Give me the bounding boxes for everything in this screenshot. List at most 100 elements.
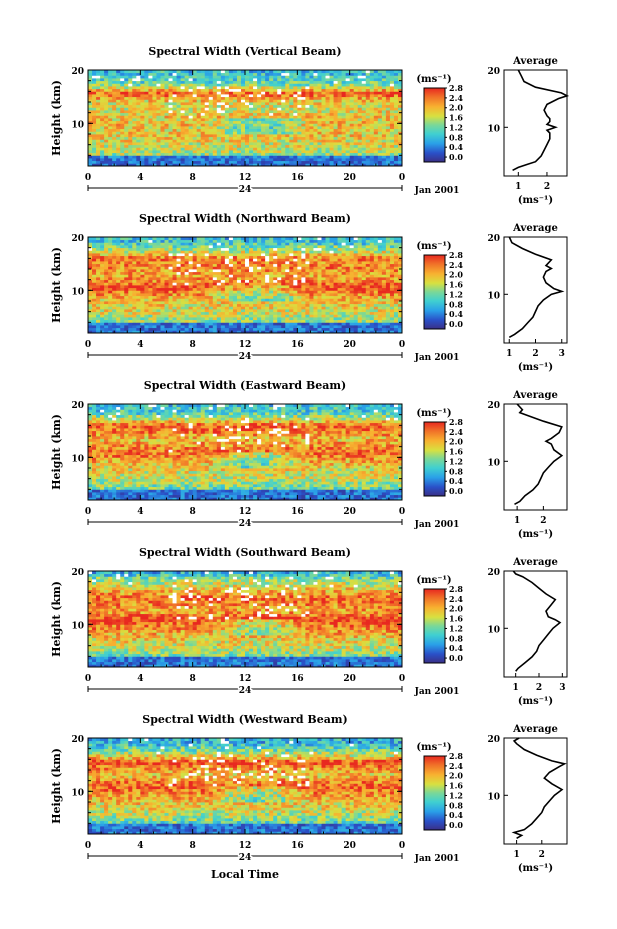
- heatmap-cell: [365, 147, 371, 151]
- heatmap-cell: [317, 274, 322, 278]
- heatmap-cell: [240, 72, 246, 76]
- heatmap-cell: [345, 150, 351, 154]
- heatmap-cell: [164, 78, 169, 82]
- heatmap-cell: [156, 330, 161, 334]
- heatmap-cell: [152, 317, 157, 321]
- heatmap-cell: [168, 322, 173, 326]
- heatmap-cell: [140, 88, 145, 92]
- heatmap-cell: [224, 152, 230, 156]
- heatmap-cell: [345, 99, 351, 103]
- heatmap-cell: [220, 266, 226, 270]
- heatmap-cell: [353, 158, 359, 162]
- heatmap-cell: [277, 96, 282, 100]
- heatmap-cell: [120, 261, 125, 265]
- heatmap-cell: [389, 303, 395, 307]
- heatmap-cell: [245, 327, 250, 331]
- heatmap-cell: [220, 88, 226, 92]
- heatmap-cell: [204, 131, 210, 135]
- heatmap-cell: [277, 147, 282, 151]
- heatmap-cell: [341, 134, 347, 138]
- heatmap-cell: [176, 279, 181, 283]
- heatmap-cell: [184, 325, 190, 329]
- heatmap-cell: [132, 155, 137, 159]
- heatmap-cell: [257, 158, 262, 162]
- heatmap-cell: [305, 142, 310, 146]
- heatmap-cell: [160, 83, 165, 87]
- heatmap-cell: [377, 322, 383, 326]
- heatmap-cell: [333, 155, 338, 159]
- heatmap-cell: [349, 88, 355, 92]
- heatmap-cell: [381, 88, 387, 92]
- heatmap-cell: [172, 118, 177, 122]
- heatmap-cell: [196, 152, 202, 156]
- heatmap-cell: [120, 134, 125, 138]
- heatmap-cell: [265, 115, 270, 119]
- heatmap-cell: [112, 118, 117, 122]
- heatmap-cell: [132, 298, 137, 302]
- heatmap-cell: [112, 86, 117, 90]
- heatmap-cell: [277, 271, 282, 275]
- heatmap-cell: [172, 72, 177, 76]
- heatmap-cell: [337, 102, 343, 106]
- heatmap-cell: [289, 91, 294, 95]
- heatmap-cell: [305, 110, 310, 114]
- heatmap-cell: [301, 123, 306, 127]
- heatmap-cell: [160, 128, 165, 132]
- heatmap-cell: [257, 134, 262, 138]
- heatmap-cell: [92, 325, 97, 329]
- heatmap-cell: [148, 88, 153, 92]
- heatmap-cell: [389, 155, 395, 159]
- heatmap-cell: [249, 142, 254, 146]
- heatmap-cell: [96, 285, 101, 289]
- heatmap-cell: [361, 96, 367, 100]
- heatmap-cell: [249, 293, 254, 297]
- heatmap-cell: [136, 314, 141, 318]
- heatmap-cell: [216, 266, 222, 270]
- heatmap-cell: [345, 83, 351, 87]
- heatmap-cell: [373, 88, 379, 92]
- heatmap-cell: [92, 115, 97, 119]
- heatmap-cell: [196, 75, 202, 79]
- heatmap-cell: [88, 158, 93, 162]
- heatmap-cell: [184, 91, 190, 95]
- heatmap-cell: [92, 293, 97, 297]
- heatmap-cell: [208, 99, 214, 103]
- heatmap-cell: [305, 301, 310, 305]
- heatmap-cell: [228, 282, 234, 286]
- heatmap-cell: [128, 295, 133, 299]
- heatmap-cell: [269, 91, 274, 95]
- heatmap-cell: [112, 303, 117, 307]
- heatmap-cell: [269, 147, 274, 151]
- heatmap-cell: [184, 293, 190, 297]
- heatmap-cell: [269, 115, 274, 119]
- heatmap-cell: [124, 163, 129, 167]
- heatmap-cell: [325, 86, 330, 90]
- colorbar-tick-label: 0.0: [449, 152, 463, 162]
- heatmap-cell: [305, 311, 310, 315]
- heatmap-cell: [385, 287, 391, 291]
- heatmap-cell: [265, 327, 270, 331]
- heatmap-cell: [176, 104, 181, 108]
- heatmap-cell: [349, 123, 355, 127]
- heatmap-cell: [208, 317, 214, 321]
- heatmap-cell: [337, 142, 343, 146]
- heatmap-cell: [293, 91, 298, 95]
- heatmap-cell: [301, 317, 306, 321]
- heatmap-cell: [345, 144, 351, 148]
- heatmap-cell: [160, 295, 165, 299]
- heatmap-cell: [281, 314, 286, 318]
- heatmap-cell: [333, 118, 338, 122]
- heatmap-cell: [377, 142, 383, 146]
- heatmap-cell: [120, 139, 125, 143]
- heatmap-cell: [184, 150, 190, 154]
- heatmap-cell: [325, 158, 330, 162]
- heatmap-cell: [188, 123, 194, 127]
- heatmap-cell: [385, 325, 391, 329]
- heatmap-cell: [92, 285, 97, 289]
- heatmap-cell: [112, 102, 117, 106]
- heatmap-cell: [389, 96, 395, 100]
- heatmap-cell: [273, 293, 278, 297]
- heatmap-cell: [253, 139, 258, 143]
- heatmap-cell: [236, 118, 242, 122]
- heatmap-cell: [192, 96, 198, 100]
